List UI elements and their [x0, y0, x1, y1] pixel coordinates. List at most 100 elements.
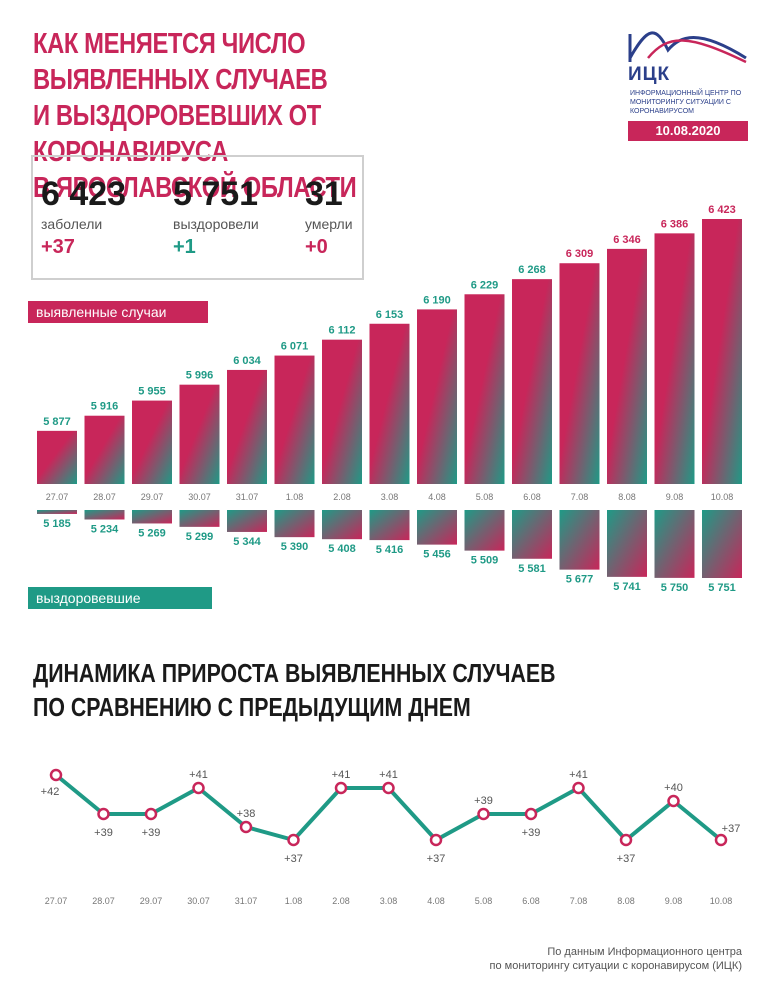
growth-point — [667, 794, 680, 808]
growth-value-label: +40 — [664, 782, 683, 794]
cases-value-label: 6 034 — [233, 355, 261, 367]
line-category-label: 31.07 — [235, 896, 258, 906]
category-label: 3.08 — [381, 492, 399, 502]
growth-point — [239, 820, 253, 834]
recovered-value-label: 5 751 — [708, 582, 736, 594]
recovered-value-label: 5 408 — [328, 543, 356, 555]
recovered-bar — [322, 510, 362, 540]
line-category-label: 29.07 — [140, 896, 163, 906]
growth-value-label: +39 — [142, 827, 161, 839]
recovered-value-label: 5 269 — [138, 527, 166, 539]
growth-point — [144, 807, 158, 821]
growth-value-label: +41 — [332, 769, 351, 781]
logo-subtitle: Информационный центр по мониторингу ситу… — [630, 90, 742, 115]
growth-value-label: +41 — [189, 769, 208, 781]
cases-bar — [227, 369, 267, 484]
line-category-label: 8.08 — [617, 896, 635, 906]
recovered-value-label: 5 456 — [423, 549, 451, 561]
growth-point — [97, 807, 110, 821]
category-label: 9.08 — [666, 492, 684, 502]
recovered-value-label: 5 750 — [661, 582, 689, 594]
stat-recovered-delta: +1 — [173, 236, 196, 258]
stats-box: 6 423 заболели +37 5 751 выздоровели +1 … — [31, 155, 364, 280]
growth-point — [334, 781, 348, 795]
recovered-bar — [369, 510, 410, 541]
recovered-bar — [227, 510, 267, 532]
growth-point — [192, 781, 205, 795]
stat-recovered: 5 751 выздоровели +1 — [173, 175, 259, 259]
recovered-value-label: 5 185 — [43, 518, 71, 530]
recovered-bar — [417, 510, 457, 545]
growth-value-label: +37 — [617, 853, 636, 865]
growth-value-label: +42 — [41, 786, 60, 798]
stat-recovered-value: 5 751 — [173, 175, 259, 213]
growth-value-label: +37 — [427, 853, 446, 865]
dynamics-title-line-2: по сравнению с предыдущим днем — [33, 692, 471, 722]
recovered-bar — [84, 510, 125, 520]
date-badge: 10.08.2020 — [628, 121, 748, 141]
cases-bar — [132, 400, 172, 484]
cases-bar — [464, 294, 505, 484]
growth-value-label: +39 — [94, 827, 113, 839]
recovered-bar — [179, 510, 220, 527]
category-label: 28.07 — [93, 492, 116, 502]
recovered-value-label: 5 416 — [376, 544, 404, 556]
recovered-value-label: 5 677 — [566, 574, 594, 586]
cases-value-label: 6 153 — [376, 309, 404, 321]
line-category-label: 5.08 — [475, 896, 493, 906]
growth-point — [714, 833, 728, 847]
stat-died: 31 умерли +0 — [305, 175, 353, 259]
cases-bar — [37, 430, 77, 484]
line-category-label: 7.08 — [570, 896, 588, 906]
stat-died-label: умерли — [305, 216, 353, 232]
growth-point — [287, 833, 300, 847]
cases-value-label: 6 423 — [708, 204, 736, 216]
cases-value-label: 5 877 — [43, 416, 71, 428]
cases-legend-pill: выявленные случаи — [28, 301, 208, 323]
growth-value-label: +39 — [522, 827, 541, 839]
category-label: 2.08 — [333, 492, 351, 502]
cases-value-label: 5 996 — [186, 370, 214, 382]
recovered-bar — [559, 510, 600, 570]
footer-line-1: По данным Информационного центра — [547, 946, 742, 958]
line-category-label: 27.07 — [45, 896, 68, 906]
growth-value-label: +37 — [284, 853, 303, 865]
cases-value-label: 6 112 — [329, 325, 356, 337]
cases-bar — [84, 415, 125, 484]
cases-bar — [559, 263, 600, 484]
cases-value-label: 6 071 — [281, 341, 309, 353]
growth-point — [429, 833, 443, 847]
recovered-value-label: 5 509 — [471, 555, 499, 567]
title-line-3: в Ярославской области — [33, 172, 357, 204]
cases-value-label: 6 386 — [661, 218, 689, 230]
growth-point — [382, 781, 395, 795]
line-category-label: 2.08 — [332, 896, 350, 906]
line-category-label: 10.08 — [710, 896, 733, 906]
title-line-1: Как меняется число выявленных случаев — [33, 28, 328, 96]
recovered-legend-pill: выздоровевшие — [28, 587, 212, 609]
category-label: 4.08 — [428, 492, 446, 502]
stat-infected: 6 423 заболели +37 — [41, 175, 126, 259]
category-label: 5.08 — [476, 492, 494, 502]
cases-bar — [702, 219, 742, 484]
recovered-value-label: 5 234 — [91, 524, 119, 536]
stat-infected-label: заболели — [41, 216, 103, 232]
stat-died-value: 31 — [305, 175, 343, 213]
growth-point — [49, 768, 63, 782]
recovered-bar — [654, 510, 695, 578]
recovered-bar — [702, 510, 742, 578]
footer-source: По данным Информационного центра по мони… — [490, 945, 742, 973]
recovered-value-label: 5 299 — [186, 531, 214, 543]
stat-recovered-label: выздоровели — [173, 216, 259, 232]
recovered-bar — [37, 510, 77, 514]
stat-died-delta: +0 — [305, 236, 328, 258]
recovered-bar — [274, 510, 315, 538]
growth-value-label: +41 — [379, 769, 398, 781]
cases-value-label: 6 268 — [518, 264, 546, 276]
cases-value-label: 6 229 — [471, 279, 499, 291]
cases-bar — [654, 233, 695, 484]
growth-value-label: +39 — [474, 795, 493, 807]
cases-value-label: 6 309 — [566, 248, 594, 260]
recovered-bar — [512, 510, 552, 559]
cases-bar — [274, 355, 315, 484]
